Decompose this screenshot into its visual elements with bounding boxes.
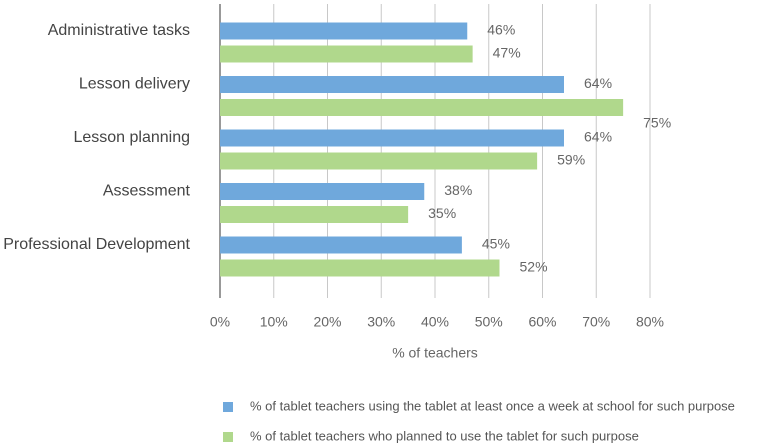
data-label: 35% — [428, 205, 456, 221]
bar — [220, 236, 462, 254]
data-label: 47% — [493, 45, 521, 61]
legend-swatch — [223, 402, 233, 412]
data-label: 52% — [520, 259, 548, 275]
category-label: Professional Development — [3, 236, 190, 253]
data-label: 38% — [444, 182, 472, 198]
x-tick-label: 60% — [528, 314, 556, 330]
legend-label: % of tablet teachers using the tablet at… — [250, 398, 735, 413]
x-tick-label: 80% — [636, 314, 664, 330]
bar — [220, 76, 564, 93]
x-tick-label: 30% — [367, 314, 395, 330]
legend-swatch — [223, 432, 233, 442]
category-label: Lesson delivery — [79, 76, 190, 93]
legend-label: % of tablet teachers who planned to use … — [250, 428, 639, 443]
bar — [220, 259, 500, 277]
category-label: Lesson planning — [73, 129, 190, 146]
bar — [220, 99, 624, 116]
data-label: 75% — [643, 115, 671, 131]
bar — [220, 152, 538, 170]
bar — [220, 206, 409, 223]
x-tick-label: 40% — [421, 314, 449, 330]
x-axis-title: % of teachers — [392, 345, 478, 361]
bar — [220, 183, 425, 200]
x-tick-label: 10% — [260, 314, 288, 330]
data-label: 59% — [557, 152, 585, 168]
x-tick-label: 70% — [582, 314, 610, 330]
x-tick-label: 0% — [210, 314, 230, 330]
bar — [220, 129, 564, 147]
x-tick-label: 20% — [313, 314, 341, 330]
data-label: 64% — [584, 129, 612, 145]
x-tick-label: 50% — [475, 314, 503, 330]
bar — [220, 22, 468, 40]
category-label: Assessment — [103, 183, 191, 200]
data-label: 64% — [584, 75, 612, 91]
bar — [220, 45, 473, 63]
data-label: 45% — [482, 236, 510, 252]
category-label: Administrative tasks — [48, 22, 190, 39]
data-label: 46% — [487, 22, 515, 38]
